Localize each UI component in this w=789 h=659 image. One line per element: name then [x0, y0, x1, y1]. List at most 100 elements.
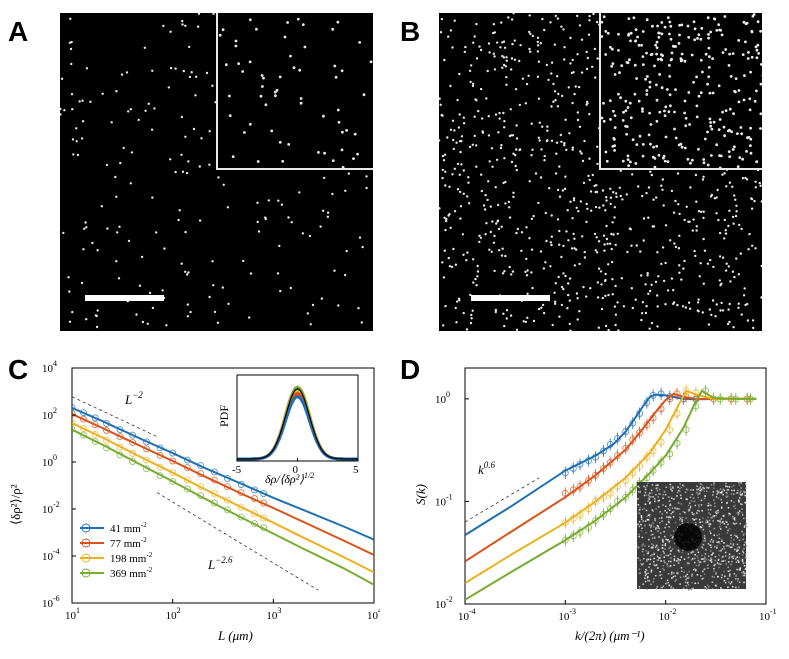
fft-noise-pixel	[733, 517, 736, 519]
fft-noise-pixel	[661, 544, 664, 546]
fft-noise-pixel	[664, 548, 666, 550]
particle-dot	[475, 144, 478, 147]
particle-dot	[507, 200, 511, 204]
particle-dot	[499, 46, 502, 49]
particle-dot	[525, 257, 528, 261]
particle-dot	[353, 132, 357, 136]
particle-dot	[583, 256, 587, 259]
particle-dot	[638, 134, 642, 138]
fft-noise-pixel	[744, 491, 747, 493]
particle-dot	[508, 265, 511, 269]
fft-noise-pixel	[693, 519, 695, 521]
micrograph-b-inset	[599, 13, 762, 170]
particle-dot	[242, 259, 245, 263]
particle-dot	[486, 198, 489, 202]
particle-dot	[560, 25, 563, 28]
particle-dot	[567, 282, 570, 285]
fft-noise-pixel	[702, 547, 704, 550]
fft-noise-pixel	[714, 505, 716, 508]
particle-dot	[228, 114, 232, 118]
fft-noise-pixel	[695, 524, 697, 526]
particle-dot	[606, 242, 609, 245]
fft-noise-pixel	[684, 581, 687, 584]
particle-dot	[746, 57, 750, 60]
particle-dot	[712, 120, 716, 124]
fft-noise-pixel	[716, 493, 718, 495]
fft-noise-pixel	[698, 563, 700, 565]
fft-noise-pixel	[637, 485, 639, 488]
particle-dot	[723, 172, 726, 175]
series-marker	[629, 436, 637, 444]
fft-noise-pixel	[674, 575, 676, 577]
fft-noise-pixel	[661, 538, 664, 541]
fft-noise-pixel	[660, 586, 663, 589]
guide-line	[156, 492, 319, 591]
particle-dot	[600, 283, 603, 286]
particle-dot	[663, 114, 667, 117]
particle-dot	[687, 91, 691, 94]
fft-noise-pixel	[715, 572, 717, 574]
series-marker	[91, 421, 99, 429]
fft-noise-pixel	[656, 487, 659, 489]
particle-dot	[554, 282, 557, 285]
particle-dot	[451, 46, 454, 49]
fft-noise-pixel	[741, 508, 743, 510]
series-marker	[103, 419, 110, 427]
particle-dot	[579, 150, 582, 153]
particle-dot	[503, 46, 507, 49]
particle-dot	[83, 227, 86, 230]
fft-noise-pixel	[738, 512, 740, 515]
fft-noise-pixel	[685, 578, 687, 581]
particle-dot	[756, 20, 760, 24]
particle-dot	[256, 160, 260, 163]
particle-dot	[500, 144, 503, 147]
particle-dot	[552, 82, 555, 86]
particle-dot	[331, 159, 335, 163]
particle-dot	[730, 130, 733, 134]
series-marker	[116, 433, 124, 441]
particle-dot	[614, 313, 618, 316]
particle-dot	[167, 86, 170, 89]
fft-noise-pixel	[714, 563, 716, 566]
fft-noise-pixel	[649, 492, 651, 494]
series-marker	[260, 490, 268, 498]
fft-noise-pixel	[732, 557, 734, 560]
particle-dot	[666, 160, 670, 164]
fft-noise-pixel	[678, 508, 680, 510]
fft-noise-pixel	[725, 485, 727, 488]
particle-dot	[604, 278, 607, 282]
particle-dot	[60, 77, 64, 81]
fft-noise-pixel	[657, 547, 659, 549]
fft-noise-pixel	[679, 513, 681, 515]
particle-dot	[500, 254, 504, 257]
particle-dot	[298, 191, 301, 194]
particle-dot	[621, 159, 625, 163]
fft-noise-pixel	[652, 581, 654, 583]
particle-dot	[501, 66, 504, 69]
series-marker	[702, 387, 710, 395]
fft-noise-pixel	[680, 486, 683, 489]
particle-dot	[631, 173, 634, 176]
particle-dot	[185, 171, 189, 175]
particle-dot	[641, 143, 645, 146]
series-marker	[673, 410, 681, 417]
particle-dot	[621, 198, 624, 201]
fft-noise-pixel	[708, 586, 710, 588]
particle-dot	[629, 160, 632, 164]
particle-dot	[653, 64, 656, 68]
fft-noise-pixel	[736, 536, 739, 539]
fft-noise-pixel	[648, 494, 650, 496]
fft-noise-pixel	[657, 506, 660, 508]
fft-noise-pixel	[732, 586, 734, 588]
particle-dot	[337, 120, 341, 124]
fft-noise-pixel	[733, 493, 735, 495]
particle-dot	[582, 181, 586, 185]
particle-dot	[331, 192, 334, 196]
fft-noise-pixel	[726, 544, 729, 547]
fft-noise-pixel	[676, 495, 678, 497]
particle-dot	[550, 235, 553, 238]
particle-dot	[462, 253, 465, 256]
particle-dot	[660, 262, 663, 266]
scale-bar-b	[471, 295, 550, 301]
fft-noise-pixel	[657, 500, 659, 502]
